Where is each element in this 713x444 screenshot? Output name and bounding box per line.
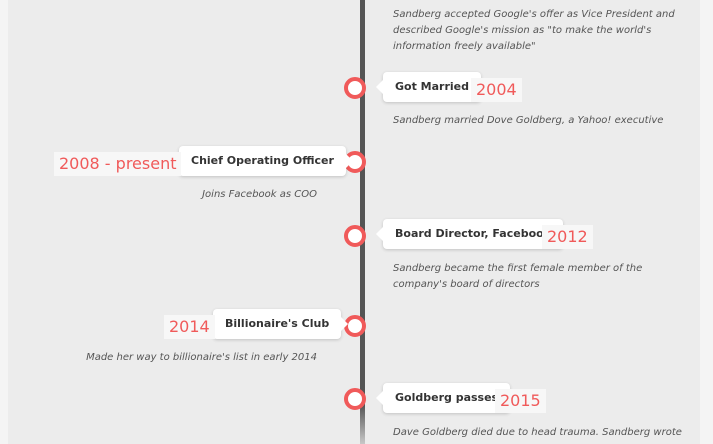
event-title[interactable]: Board Director, Facebook [375, 219, 564, 249]
event-title[interactable]: Goldberg passes [375, 383, 511, 413]
timeline-node[interactable] [344, 225, 366, 247]
event-year: 2004 [471, 78, 522, 102]
event-description: Made her way to billionaire's list in ea… [86, 352, 317, 363]
timeline [8, 0, 700, 444]
timeline-node[interactable] [344, 388, 366, 410]
event-description: Sandberg accepted Google's offer as Vice… [393, 9, 675, 52]
event-year: 2012 [542, 225, 593, 249]
event-description: Dave Goldberg died due to head trauma. S… [393, 427, 682, 438]
event-title[interactable]: Chief Operating Officer [179, 146, 353, 176]
event-title[interactable]: Got Married [376, 72, 481, 102]
event-year: 2008 - present [54, 152, 182, 176]
event-title[interactable]: Billionaire's Club [213, 309, 349, 339]
timeline-node[interactable] [344, 77, 366, 99]
event-year: 2014 [164, 315, 215, 339]
event-description: Joins Facebook as COO [202, 189, 317, 200]
event-description: Sandberg married Dove Goldberg, a Yahoo!… [393, 115, 664, 126]
event-description: Sandberg became the first female member … [393, 263, 643, 290]
timeline-line [360, 0, 365, 444]
event-year: 2015 [495, 389, 546, 413]
